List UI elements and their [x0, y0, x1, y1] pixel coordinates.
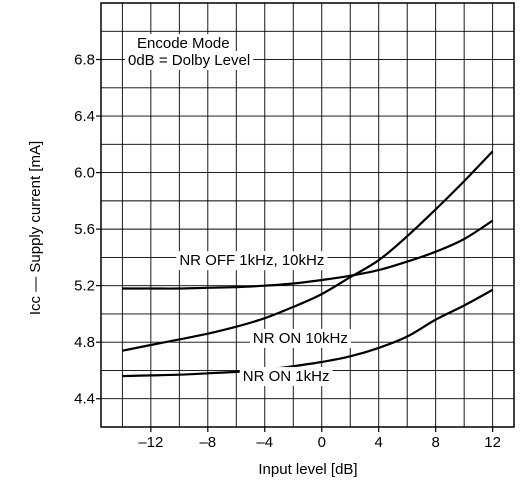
x-tick-label: –12 [138, 434, 163, 451]
series-nr-off-label-backing [176, 251, 328, 271]
series-nr-off-line [122, 219, 494, 290]
curves [122, 150, 494, 378]
series-nr-on-10khz-label-backing [249, 328, 351, 348]
series-nr-on-10khz-label: NR ON 10kHz [253, 330, 348, 347]
annotation-backing [125, 51, 254, 70]
x-tick-label: 4 [375, 434, 383, 451]
x-tick-label: 0 [318, 434, 326, 451]
y-tick-label: 5.2 [74, 278, 95, 295]
annotation-dolby-level: 0dB = Dolby Level [128, 52, 250, 69]
annotation-encode-mode: Encode Mode [137, 35, 230, 52]
series-nr-on-10khz-line [122, 150, 494, 352]
x-tick-label: –8 [199, 434, 216, 451]
x-tick-label: 8 [432, 434, 440, 451]
y-tick-label: 6.4 [74, 108, 95, 125]
series-nr-on-1khz-line [122, 288, 494, 378]
series-nr-off-label: NR OFF 1kHz, 10kHz [179, 252, 324, 269]
plot-frame [100, 2, 515, 428]
annotation-backing [134, 34, 233, 53]
y-tick-label: 6.0 [74, 165, 95, 182]
y-axis-title: Icc — Supply current [mA] [27, 141, 44, 315]
y-tick-label: 4.4 [74, 391, 95, 408]
x-tick-label: 12 [484, 434, 501, 451]
series-labels: NR OFF 1kHz, 10kHz NR ON 10kHz NR ON 1kHz [176, 251, 351, 387]
series-nr-on-1khz-label-backing [239, 367, 333, 387]
x-axis-title: Input level [dB] [258, 461, 357, 478]
y-tick-label: 6.8 [74, 52, 95, 69]
ticks [96, 58, 494, 432]
tick-labels: –12 –8 –4 0 4 8 12 4.4 4.8 5.2 5.6 6.0 6.4 6.8 [74, 52, 501, 451]
x-tick-label: –4 [256, 434, 273, 451]
series-nr-on-1khz-label: NR ON 1kHz [243, 368, 330, 385]
y-tick-label: 5.6 [74, 221, 95, 238]
y-tick-label: 4.8 [74, 334, 95, 351]
